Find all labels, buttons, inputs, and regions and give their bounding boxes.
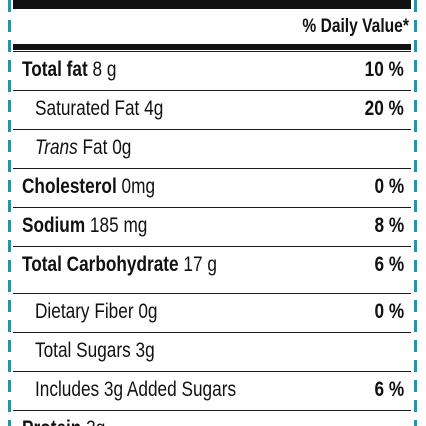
right-dashed-border bbox=[414, 0, 417, 426]
nutrient-row-total-fat: Total fat 8 g 10 % bbox=[13, 51, 411, 90]
nutrient-name: Sodium bbox=[22, 214, 86, 237]
nutrient-row-dietary-fiber: Dietary Fiber 0g 0 % bbox=[13, 293, 411, 332]
nutrient-row-protein: Protein 3g bbox=[13, 410, 411, 426]
nutrient-daily-value: 6 % bbox=[374, 253, 404, 276]
nutrient-amount: 8 g bbox=[92, 58, 117, 81]
nutrient-name-italic: Trans bbox=[35, 136, 78, 159]
nutrient-row-total-carbohydrate: Total Carbohydrate 17 g 6 % bbox=[13, 246, 411, 285]
nutrient-row-cholesterol: Cholesterol 0mg 0 % bbox=[13, 168, 411, 207]
nutrient-row-total-sugars: Total Sugars 3g bbox=[13, 332, 411, 371]
nutrient-name: Protein bbox=[22, 417, 81, 426]
nutrient-label: Cholesterol 0mg bbox=[22, 169, 155, 205]
nutrient-name: Cholesterol bbox=[22, 175, 117, 198]
nutrient-label: Total Carbohydrate 17 g bbox=[22, 247, 217, 283]
nutrient-amount: 17 g bbox=[183, 253, 217, 276]
nutrient-name: Total Carbohydrate bbox=[22, 253, 179, 276]
nutrient-daily-value: 8 % bbox=[374, 214, 404, 237]
nutrient-row-sodium: Sodium 185 mg 8 % bbox=[13, 207, 411, 246]
nutrient-daily-value: 10 % bbox=[364, 58, 404, 81]
nutrient-name: Dietary Fiber 0g bbox=[35, 300, 158, 323]
nutrient-amount: 3g bbox=[86, 417, 105, 426]
nutrient-daily-value: 0 % bbox=[374, 175, 404, 198]
nutrient-label: Protein 3g bbox=[22, 417, 105, 426]
nutrient-label: Sodium 185 mg bbox=[22, 208, 147, 244]
nutrient-amount: 0mg bbox=[121, 175, 156, 198]
nutrient-label: Trans Fat 0g bbox=[35, 130, 131, 166]
nutrient-daily-value: 6 % bbox=[374, 378, 404, 401]
nutrient-daily-value: 20 % bbox=[364, 97, 404, 120]
nutrient-name: Includes 3g Added Sugars bbox=[35, 378, 237, 401]
nutrient-name: Total Sugars 3g bbox=[35, 339, 155, 362]
nutrient-row-saturated-fat: Saturated Fat 4g 20 % bbox=[13, 90, 411, 129]
top-thick-rule bbox=[13, 0, 411, 9]
daily-value-header: % Daily Value* bbox=[302, 16, 409, 37]
left-dashed-border bbox=[8, 0, 11, 426]
header-thick-rule bbox=[13, 44, 411, 50]
nutrient-amount: 185 mg bbox=[89, 214, 148, 237]
nutrient-row-added-sugars: Includes 3g Added Sugars 6 % bbox=[13, 371, 411, 410]
nutrient-name: Total fat bbox=[22, 58, 88, 81]
nutrient-label: Total fat 8 g bbox=[22, 52, 116, 88]
nutrient-daily-value: 0 % bbox=[374, 300, 404, 323]
nutrient-name-rest: Fat 0g bbox=[82, 136, 132, 159]
nutrient-name: Saturated Fat 4g bbox=[35, 97, 164, 120]
nutrient-row-trans-fat: Trans Fat 0g bbox=[13, 129, 411, 168]
